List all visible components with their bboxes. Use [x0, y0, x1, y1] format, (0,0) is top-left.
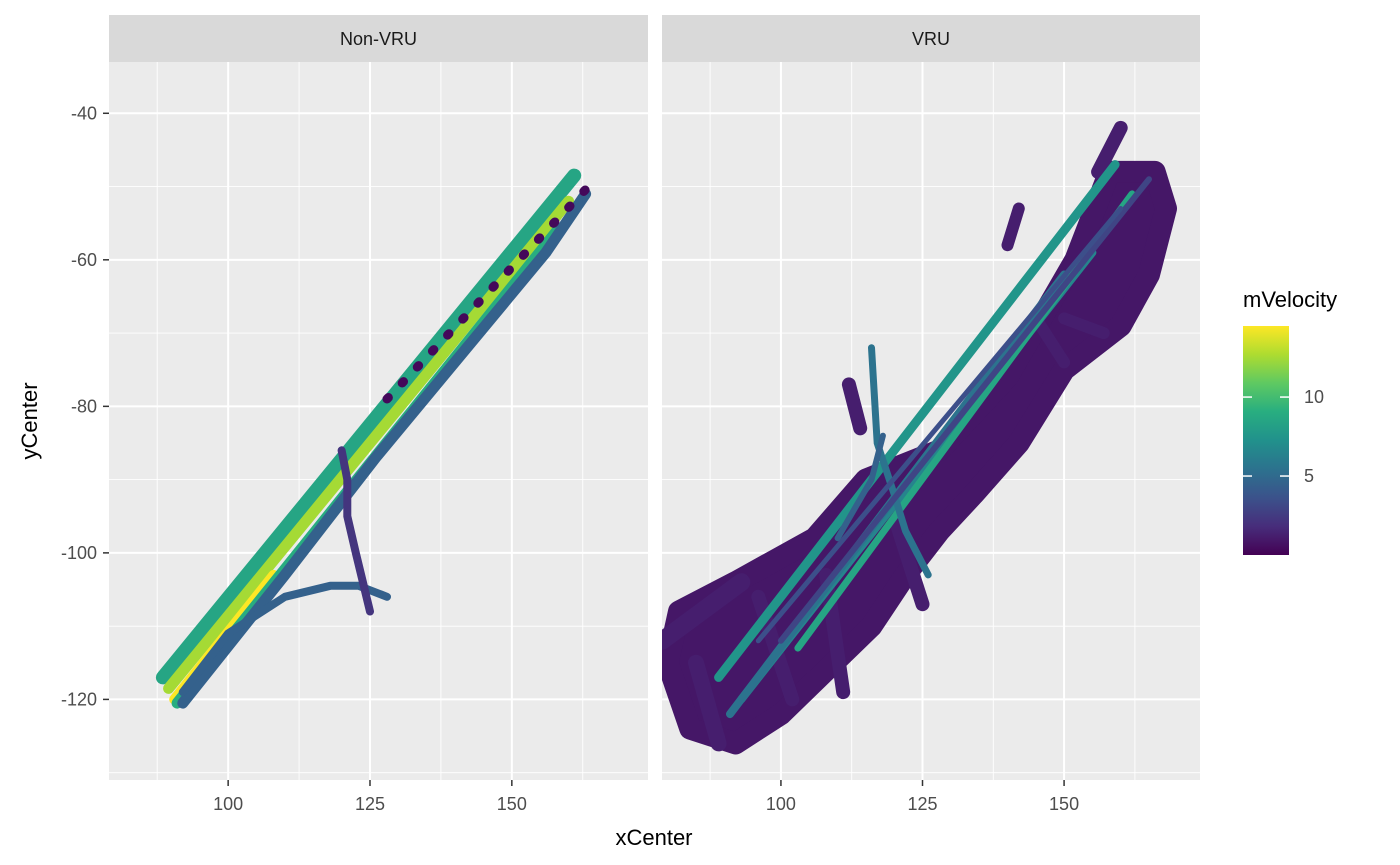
panel-non-vru: Non-VRU [109, 15, 648, 780]
x-axis-non-vru: 100 125 150 [213, 780, 527, 814]
trajectory [777, 176, 1152, 644]
x-tick-label: 100 [766, 794, 796, 814]
y-axis: -40 -60 -80 -100 -120 [61, 103, 109, 709]
x-axis-title: xCenter [615, 825, 692, 850]
trajectory [337, 446, 374, 616]
y-tick-label: -120 [61, 689, 97, 709]
trajectory [755, 206, 1124, 644]
y-axis-title: yCenter [17, 382, 42, 459]
trajectory [688, 654, 727, 752]
trajectory [841, 377, 868, 436]
strip-label-non-vru: Non-VRU [340, 29, 417, 49]
x-tick-label: 100 [213, 794, 243, 814]
trajectory [714, 160, 1120, 682]
x-tick-label: 150 [497, 794, 527, 814]
legend-title: mVelocity [1243, 287, 1337, 312]
trajectory [1029, 312, 1071, 369]
trajectory [1091, 120, 1128, 179]
trajectory [1001, 202, 1025, 252]
legend-colorbar [1243, 326, 1289, 555]
y-tick-label: -100 [61, 543, 97, 563]
trajectory [382, 182, 593, 404]
legend-ticks: 5 10 [1243, 387, 1324, 486]
y-tick-label: -80 [71, 396, 97, 416]
trajectory-layer [155, 168, 593, 709]
y-tick-label: -60 [71, 250, 97, 270]
trajectory [155, 168, 582, 685]
y-tick-label: -40 [71, 103, 97, 123]
trajectory [834, 432, 886, 542]
strip-vru [662, 15, 1200, 62]
legend-tick-label: 5 [1304, 466, 1314, 486]
color-legend: mVelocity 5 10 [1243, 287, 1337, 555]
trajectory [887, 509, 930, 612]
legend-tick-label: 10 [1304, 387, 1324, 407]
x-tick-label: 150 [1049, 794, 1079, 814]
trajectory [662, 573, 751, 650]
x-tick-label: 125 [355, 794, 385, 814]
trajectory [163, 195, 575, 694]
trajectory [819, 567, 851, 700]
panel-vru: VRU [662, 15, 1200, 780]
strip-label-vru: VRU [912, 29, 950, 49]
x-tick-label: 125 [907, 794, 937, 814]
strip-non-vru [109, 15, 648, 62]
x-axis-vru: 100 125 150 [766, 780, 1079, 814]
trajectory-layer [662, 120, 1177, 755]
trajectory [1058, 312, 1110, 340]
